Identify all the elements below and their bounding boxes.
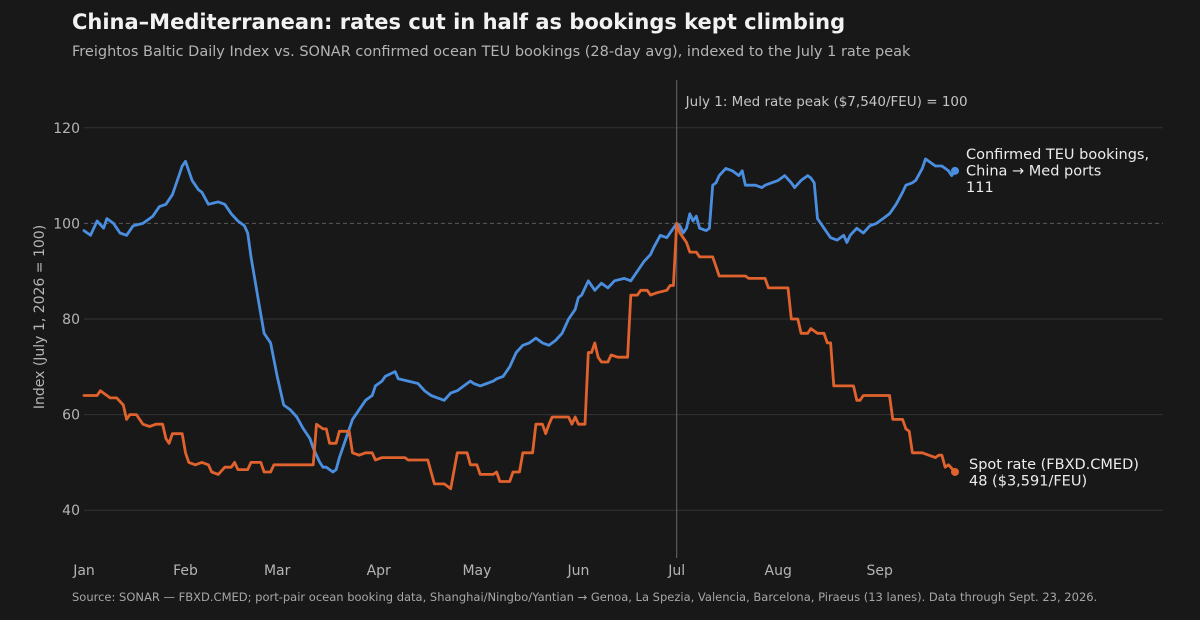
series-label-rate: Spot rate (FBXD.CMED) [969,457,1139,473]
y-axis-label: Index (July 1, 2026 = 100) [32,225,48,409]
y-tick-label: 120 [53,121,80,137]
series-label-bookings: Confirmed TEU bookings, [966,147,1149,163]
x-tick-label: Aug [765,563,792,579]
y-axis-ticks: 40 60 80 100 120 [53,121,80,519]
x-tick-label: Apr [367,563,391,579]
series-end-dot-bookings [951,166,959,175]
x-tick-label: Jun [567,563,590,579]
y-tick-label: 60 [62,408,80,424]
july-1-annotation: July 1: Med rate peak ($7,540/FEU) = 100 [685,94,968,110]
series-label-bookings: 111 [966,180,994,196]
source-note: Source: SONAR — FBXD.CMED; port-pair oce… [72,590,1098,604]
y-tick-label: 100 [53,216,80,232]
gridlines [84,127,1163,511]
y-tick-label: 80 [62,312,80,328]
chart-subtitle: Freightos Baltic Daily Index vs. SONAR c… [72,44,911,60]
x-tick-label: Feb [173,563,198,579]
x-axis-ticks: Jan Feb Mar Apr May Jun Jul Aug Sep [72,563,893,579]
series-line-rate [82,222,957,491]
x-tick-label: May [462,563,491,579]
x-tick-label: Jul [667,563,685,579]
series-end-dot-rate [951,467,959,476]
x-tick-label: Mar [264,563,291,579]
series-label-rate: 48 ($3,591/FEU) [969,474,1087,490]
series-label-bookings: China → Med ports [966,164,1101,180]
x-tick-label: Sep [866,563,893,579]
x-tick-label: Jan [72,563,95,579]
y-tick-label: 40 [62,503,80,519]
series-line-bookings [82,157,957,474]
chart-title: China–Mediterranean: rates cut in half a… [72,10,846,34]
